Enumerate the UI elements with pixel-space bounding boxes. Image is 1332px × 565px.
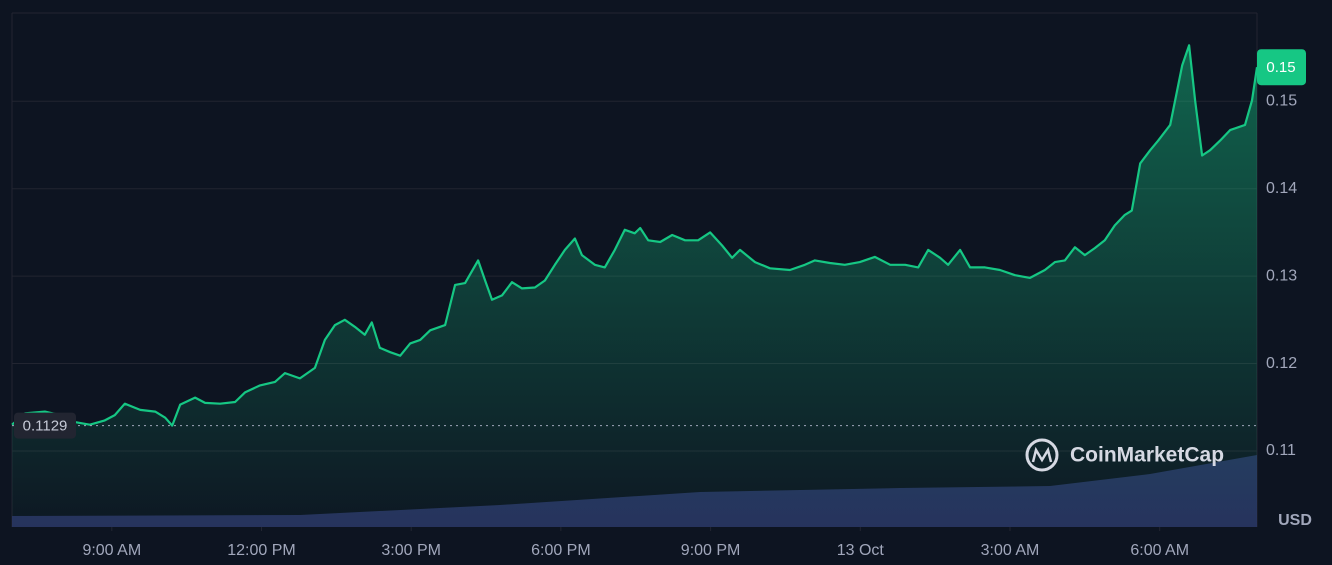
- watermark-logo: [1025, 438, 1059, 472]
- y-tick-label: 0.14: [1266, 180, 1297, 197]
- y-axis-label: USD: [1278, 512, 1312, 529]
- x-tick-label: 12:00 PM: [227, 542, 295, 559]
- y-tick-label: 0.15: [1266, 93, 1297, 110]
- watermark-logo: [1031, 446, 1053, 463]
- y-tick-label: 0.13: [1266, 267, 1297, 284]
- last-price-tag: [1257, 49, 1306, 86]
- y-tick-label: 0.11: [1266, 442, 1296, 459]
- x-tick-label: 9:00 PM: [681, 542, 741, 559]
- baseline-label: 0.1129: [23, 418, 68, 435]
- x-tick-label: 3:00 PM: [381, 542, 441, 559]
- x-tick-label: 6:00 PM: [531, 542, 591, 559]
- last-price-label: 0.15: [1266, 59, 1295, 76]
- x-tick-label: 13 Oct: [837, 542, 885, 559]
- watermark-text: CoinMarketCap: [1070, 444, 1224, 467]
- price-area: [12, 45, 1257, 528]
- baseline-tag: [14, 412, 76, 439]
- y-tick-label: 0.12: [1266, 355, 1297, 372]
- x-tick-label: 9:00 AM: [82, 542, 141, 559]
- price-line: [11, 44, 1259, 427]
- x-tick-label: 6:00 AM: [1130, 542, 1189, 559]
- plot-area: [11, 44, 1259, 528]
- x-tick-label: 3:00 AM: [981, 542, 1040, 559]
- watermark: CoinMarketCap: [1025, 438, 1224, 472]
